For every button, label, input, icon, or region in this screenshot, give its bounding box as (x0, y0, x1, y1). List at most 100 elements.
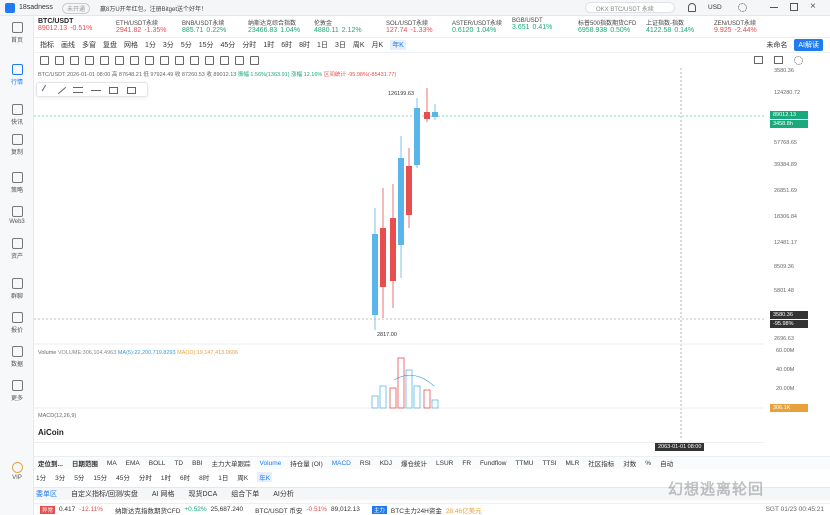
interval-button[interactable]: 周K (352, 42, 365, 49)
interval-tab[interactable]: 6时 (179, 474, 191, 482)
indicator-tab[interactable]: TTSI (542, 459, 557, 467)
text-tool-icon[interactable] (130, 56, 139, 65)
line-tool-icon[interactable] (40, 56, 49, 65)
indicator-tab[interactable]: MACD (331, 459, 351, 467)
sidebar-item[interactable]: 报价 (0, 312, 34, 334)
interval-button[interactable]: 45分 (220, 42, 236, 49)
redo-icon[interactable] (250, 56, 259, 65)
interval-tab[interactable]: 分时 (138, 474, 152, 482)
ticker-item[interactable]: ETH/USDT永续 2941.82 -1.35% (116, 18, 167, 34)
interval-button[interactable]: 6时 (281, 42, 293, 49)
ticker-item[interactable]: 伦敦金 4880.11 2.12% (314, 18, 362, 34)
fullscreen-icon[interactable] (774, 56, 783, 64)
interval-tab[interactable]: 年K (257, 471, 273, 482)
bottom-tab[interactable]: 自定义指标/回测/实盘 (71, 491, 138, 498)
indicator-tab[interactable]: 日期范围 (71, 461, 98, 468)
undo-icon[interactable] (235, 56, 244, 65)
login-button[interactable]: 未开通 (62, 3, 91, 14)
sidebar-item[interactable]: Web3 (0, 206, 34, 225)
interval-button[interactable]: 1时 (263, 42, 275, 49)
indicator-tab[interactable]: 自动 (660, 461, 674, 468)
minimize-icon[interactable] (770, 7, 778, 8)
lock-tool-icon[interactable] (190, 56, 199, 65)
currency-select[interactable]: USD (708, 4, 722, 11)
ticker-item[interactable]: ZEN/USDT永续 9.925 -2.44% (714, 18, 757, 34)
indicator-tab[interactable]: 持仓量 (OI) (290, 461, 323, 468)
interval-tab[interactable]: 15分 (93, 474, 108, 482)
bell-icon[interactable] (688, 3, 696, 12)
eye-tool-icon[interactable] (205, 56, 214, 65)
indicator-tab[interactable]: MA (106, 459, 117, 467)
interval-tab[interactable]: 45分 (116, 474, 130, 482)
sidebar-item[interactable]: 快讯 (0, 104, 34, 126)
sidebar-item[interactable]: 策略 (0, 172, 34, 194)
toolbar-item[interactable]: 画线 (61, 42, 75, 49)
toolbar-item[interactable]: 多窗 (82, 42, 96, 49)
search-input[interactable]: OKX BTC/USDT 永续 (585, 2, 675, 13)
interval-button[interactable]: 8时 (299, 42, 311, 49)
sidebar-item[interactable]: 群聊 (0, 278, 34, 300)
toolbar-item[interactable]: 指标 (40, 42, 54, 49)
ticker-item[interactable]: 纳斯达克综合指数 23466.83 1.04% (248, 18, 300, 34)
indicator-tab[interactable]: 主力大单跟踪 (211, 461, 251, 468)
interval-tab[interactable]: 1时 (160, 474, 171, 482)
measure-tool-icon[interactable] (160, 56, 169, 65)
chart-settings-icon[interactable] (794, 56, 803, 65)
sidebar-item[interactable]: 行情 (0, 64, 34, 86)
ticker-item[interactable]: 上证指数-指数 4122.58 0.14% (646, 18, 694, 34)
toolbar-item[interactable]: 网格 (124, 42, 138, 49)
indicator-tab[interactable]: TD (174, 459, 184, 467)
hlines-icon[interactable] (73, 87, 83, 93)
indicator-tab[interactable]: MLR (565, 459, 580, 467)
interval-tab[interactable]: 3分 (55, 474, 66, 482)
ticker-item[interactable]: BGB/USDT 3.651 0.41% (512, 18, 552, 31)
maximize-icon[interactable] (790, 3, 798, 11)
indicator-tab[interactable]: LSUR (436, 459, 454, 467)
indicator-tab[interactable]: BBI (192, 459, 203, 467)
ticker-item[interactable]: 标普500指数期货CFD 6958.938 0.50% (578, 18, 636, 34)
ticker-item[interactable]: BTC/USDT 89012.13 -0.51% (38, 18, 92, 32)
magnet-tool-icon[interactable] (175, 56, 184, 65)
indicator-tab[interactable]: 对数 (623, 461, 637, 468)
sidebar-item[interactable]: 更多 (0, 380, 34, 402)
ai-read-button[interactable]: AI解读 (794, 39, 823, 51)
interval-button[interactable]: 3分 (162, 42, 174, 49)
indicator-tab[interactable]: FR (462, 459, 472, 467)
trend-icon[interactable] (57, 86, 67, 95)
close-icon[interactable]: × (810, 1, 816, 12)
hline-icon[interactable] (91, 90, 101, 91)
interval-tab[interactable]: 周K (237, 474, 249, 482)
image-icon[interactable] (127, 87, 136, 94)
indicator-tab[interactable]: % (645, 459, 652, 467)
layout-name[interactable]: 未命名 (766, 42, 788, 49)
interval-tab[interactable]: 1分 (36, 474, 47, 482)
interval-button[interactable]: 3日 (334, 42, 346, 49)
ticker-item[interactable]: SOL/USDT永续 127.74 -1.33% (386, 18, 433, 34)
interval-tab[interactable]: 8时 (199, 474, 210, 482)
ray-tool-icon[interactable] (55, 56, 64, 65)
ticker-item[interactable]: ASTER/USDT永续 0.6120 1.04% (452, 18, 502, 34)
interval-button[interactable]: 5分 (180, 42, 192, 49)
indicator-tab[interactable]: 定位到... (38, 461, 63, 468)
fib-tool-icon[interactable] (85, 56, 94, 65)
indicator-tab[interactable]: BOLL (148, 459, 166, 467)
bottom-tab[interactable]: AI分析 (273, 491, 294, 498)
promo-notice[interactable]: 赢8万U开年红包，注册Bitget送个好年！ (100, 7, 208, 13)
interval-button[interactable]: 月K (371, 42, 384, 49)
rect-tool-icon[interactable] (100, 56, 109, 65)
screenshot-icon[interactable] (754, 56, 763, 64)
sidebar-item[interactable]: 首页 (0, 22, 34, 44)
indicator-tab[interactable]: TTMU (515, 459, 534, 467)
box-icon[interactable] (109, 87, 118, 94)
interval-tab[interactable]: 1日 (218, 474, 229, 482)
gear-icon[interactable] (738, 3, 747, 12)
bottom-tab[interactable]: AI 网格 (151, 491, 175, 498)
bottom-tab[interactable]: 组合下单 (231, 491, 260, 498)
pen-icon[interactable] (41, 84, 52, 95)
brush-tool-icon[interactable] (115, 56, 124, 65)
interval-button[interactable]: 15分 (198, 42, 214, 49)
interval-button[interactable]: 1分 (145, 42, 156, 49)
indicator-tab[interactable]: RSI (359, 459, 371, 467)
interval-button[interactable]: 分时 (242, 42, 257, 49)
